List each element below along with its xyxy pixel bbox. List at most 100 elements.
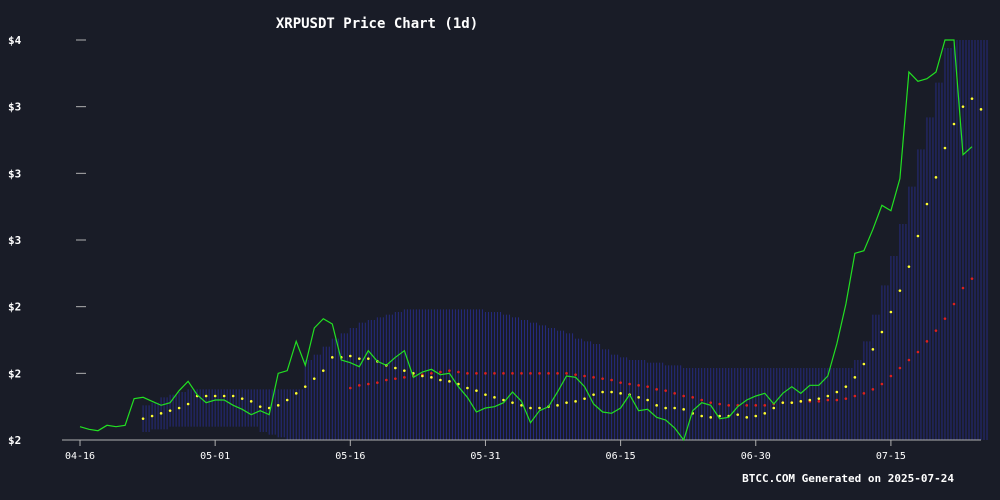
sma20-point [168,409,172,412]
sma20-point [267,406,271,410]
sma20-point [430,376,433,379]
x-tick-label: 07-15 [876,451,906,462]
sma20-point [321,369,325,372]
sma50-point [619,381,622,384]
sma20-point [610,390,613,394]
sma50-point [358,384,361,387]
sma50-point [700,398,703,402]
y-tick-label: $2 [8,367,21,380]
sma50-point [880,382,884,386]
sma50-point [970,277,974,280]
sma20-point [394,366,397,370]
sma20-point [222,394,226,398]
sma20-point [204,394,208,398]
sma20-point [718,414,722,418]
sma20-point [186,402,190,406]
price-line [79,39,973,442]
sma50-point [502,372,505,375]
price-series [79,39,973,442]
sma50-point [403,376,406,379]
sma20-point [583,397,586,400]
sma50-point [646,385,649,388]
y-tick-label: $3 [8,101,21,114]
sma20-point [349,354,352,358]
y-tick-label: $3 [8,234,21,247]
sma50-point [817,400,821,403]
sma50-point [637,384,640,387]
sma20-point [303,385,307,388]
sma20-point [862,362,866,366]
sma50-point [466,372,469,375]
sma50-point [439,370,442,374]
sma20-point [403,369,406,372]
sma50-point [889,374,893,378]
sma20-point [213,394,217,398]
sma50-point [952,302,956,306]
sma50-point [862,392,866,395]
footer-generated-label: BTCC.COM Generated on 2025-07-24 [742,472,954,485]
sma20-point [970,97,974,100]
sma50-point [763,404,767,407]
sma20-point [619,392,622,395]
sma20-point [439,378,442,382]
sma50-point [754,404,758,407]
sma20-point [907,265,911,268]
y-tick-label: $2 [8,434,21,447]
sma50-point [673,392,676,395]
sma50-point [457,370,460,374]
sma50-point [394,377,397,380]
sma50-point [583,374,586,378]
sma20-point [466,386,469,390]
sma50-point [484,372,487,375]
sma50-point [610,378,613,382]
sma50-point [493,372,496,375]
sma20-point [312,377,316,380]
x-tick-label: 05-31 [470,451,500,462]
sma50-point [826,398,830,402]
sma20-point [934,176,938,179]
bollinger-band [142,40,988,440]
sma20-point [853,376,857,379]
sma20-point [565,401,568,404]
sma50-point [745,404,749,407]
sma20-point [646,398,649,402]
sma20-point [700,414,703,418]
y-tick-label: $3 [8,167,21,180]
sma50-point [385,378,388,382]
sma50-point [529,372,532,375]
sma20-point [520,404,523,407]
sma50-point [376,381,379,384]
x-tick-label: 06-15 [606,451,636,462]
sma20-point [664,406,667,410]
sma20-point [844,385,848,388]
sma20-point [538,406,541,410]
sma20-point [637,396,640,399]
sma50-point [925,340,929,343]
sma20-point [736,413,740,416]
sma20-point [367,357,370,360]
sma20-point [889,310,893,314]
sma20-point [709,416,713,419]
sma20-point [754,414,758,418]
sma50-point [844,397,848,400]
sma50-point [592,376,595,379]
sma20-point [772,406,776,410]
sma20-point [484,393,487,396]
sma20-point [421,374,424,378]
sma20-point [961,105,965,108]
sma20-point [808,398,812,402]
sma50-point [871,388,875,391]
sma20-point [231,394,235,398]
sma20-point [276,404,280,407]
sma50-point [601,377,604,380]
sma50-point [538,372,541,375]
sma20-point [799,400,803,403]
sma20-point [502,398,505,402]
sma50-point [664,389,667,392]
sma50-point [907,358,911,362]
sma50-point [565,372,568,375]
sma20-point [141,417,145,420]
sma50-point [898,366,902,370]
sma50-point [727,404,731,407]
sma20-point [880,330,884,334]
